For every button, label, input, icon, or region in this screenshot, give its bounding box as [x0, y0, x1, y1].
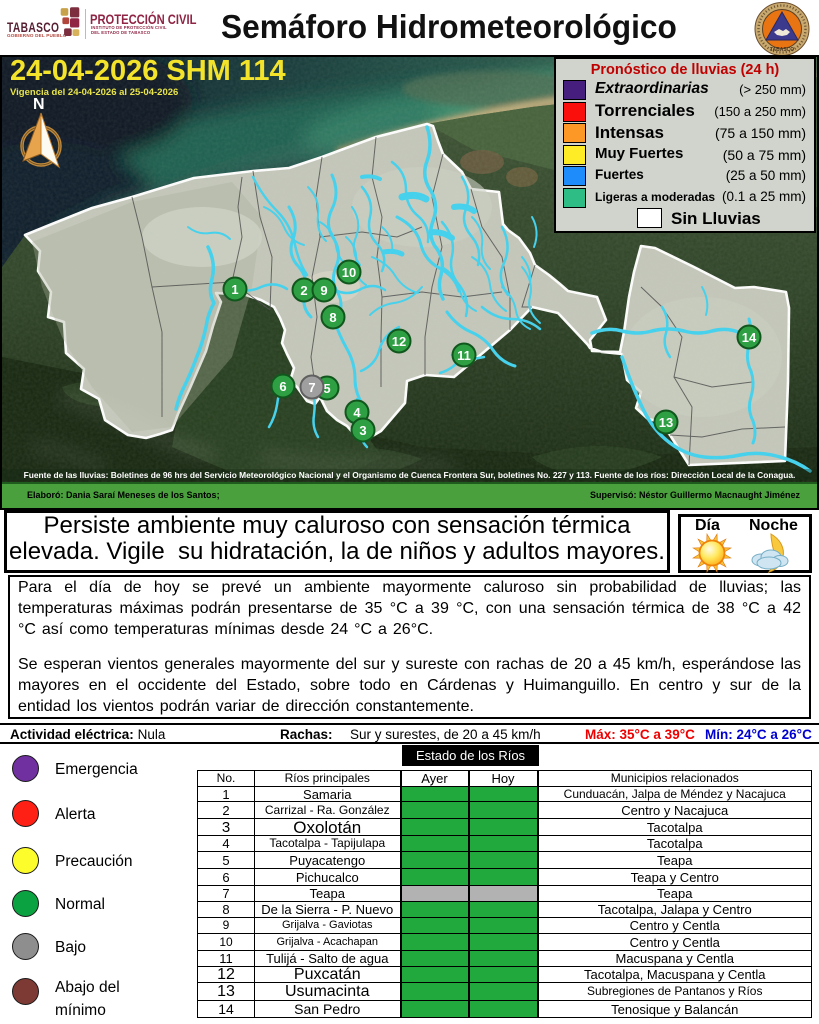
svg-text:9: 9 — [320, 283, 327, 298]
svg-text:TABASCO: TABASCO — [770, 47, 794, 53]
svg-text:8: 8 — [329, 310, 336, 325]
svg-text:14: 14 — [742, 330, 757, 345]
svg-text:13: 13 — [659, 415, 673, 430]
svg-text:3: 3 — [359, 423, 366, 438]
svg-text:5: 5 — [323, 381, 330, 396]
svg-text:12: 12 — [392, 334, 406, 349]
svg-text:10: 10 — [342, 265, 356, 280]
svg-text:1: 1 — [231, 282, 238, 297]
svg-text:2: 2 — [300, 283, 307, 298]
svg-text:7: 7 — [308, 380, 315, 395]
svg-text:11: 11 — [457, 348, 471, 363]
svg-text:6: 6 — [279, 379, 286, 394]
svg-text:4: 4 — [353, 405, 361, 420]
